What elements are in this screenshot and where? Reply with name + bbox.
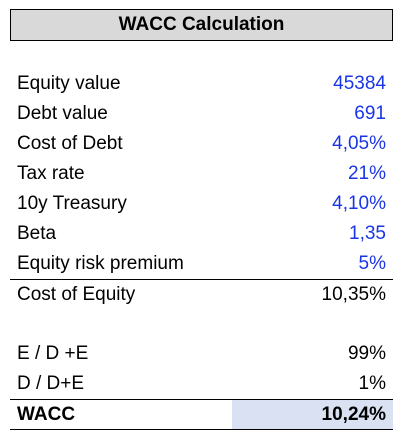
row-value[interactable]: 21% <box>347 163 386 184</box>
row-value[interactable]: 45384 <box>333 73 386 94</box>
row-label: Cost of Equity <box>17 284 136 305</box>
row-cost-of-equity[interactable]: Cost of Equity 10,35% <box>10 280 393 310</box>
row-value[interactable]: 10,24% <box>321 404 386 425</box>
row-label: Cost of Debt <box>17 133 123 154</box>
row-10y-treasury[interactable]: 10y Treasury 4,10% <box>10 189 393 219</box>
row-value[interactable]: 5% <box>358 253 386 274</box>
wacc-sheet: WACC Calculation Equity value 45384 Debt… <box>10 9 393 439</box>
row-label: Beta <box>17 223 57 244</box>
divider <box>10 399 393 400</box>
row-label: WACC <box>17 404 76 425</box>
row-value[interactable]: 10,35% <box>321 284 386 305</box>
row-label: Equity risk premium <box>17 253 184 274</box>
sheet-title[interactable]: WACC Calculation <box>10 9 393 41</box>
row-label: Equity value <box>17 73 121 94</box>
row-value[interactable]: 1% <box>358 373 386 394</box>
row-equity-value[interactable]: Equity value 45384 <box>10 69 393 99</box>
row-cost-of-debt[interactable]: Cost of Debt 4,05% <box>10 129 393 159</box>
row-value[interactable]: 691 <box>354 103 386 124</box>
row-label: E / D +E <box>17 343 89 364</box>
row-tax-rate[interactable]: Tax rate 21% <box>10 159 393 189</box>
row-label: 10y Treasury <box>17 193 127 214</box>
divider <box>10 279 393 280</box>
row-beta[interactable]: Beta 1,35 <box>10 219 393 249</box>
row-value[interactable]: 4,05% <box>332 133 386 154</box>
row-value[interactable]: 1,35 <box>349 223 386 244</box>
row-debt-weight[interactable]: D / D+E 1% <box>10 369 393 399</box>
row-value[interactable]: 4,10% <box>332 193 386 214</box>
row-wacc[interactable]: WACC 10,24% <box>10 400 393 430</box>
row-equity-weight[interactable]: E / D +E 99% <box>10 339 393 369</box>
row-label: Tax rate <box>17 163 85 184</box>
row-value[interactable]: 99% <box>347 343 386 364</box>
divider <box>10 429 393 430</box>
row-label: D / D+E <box>17 373 85 394</box>
row-debt-value[interactable]: Debt value 691 <box>10 99 393 129</box>
row-label: Debt value <box>17 103 108 124</box>
wacc-highlight <box>232 400 393 429</box>
row-equity-risk-premium[interactable]: Equity risk premium 5% <box>10 249 393 279</box>
